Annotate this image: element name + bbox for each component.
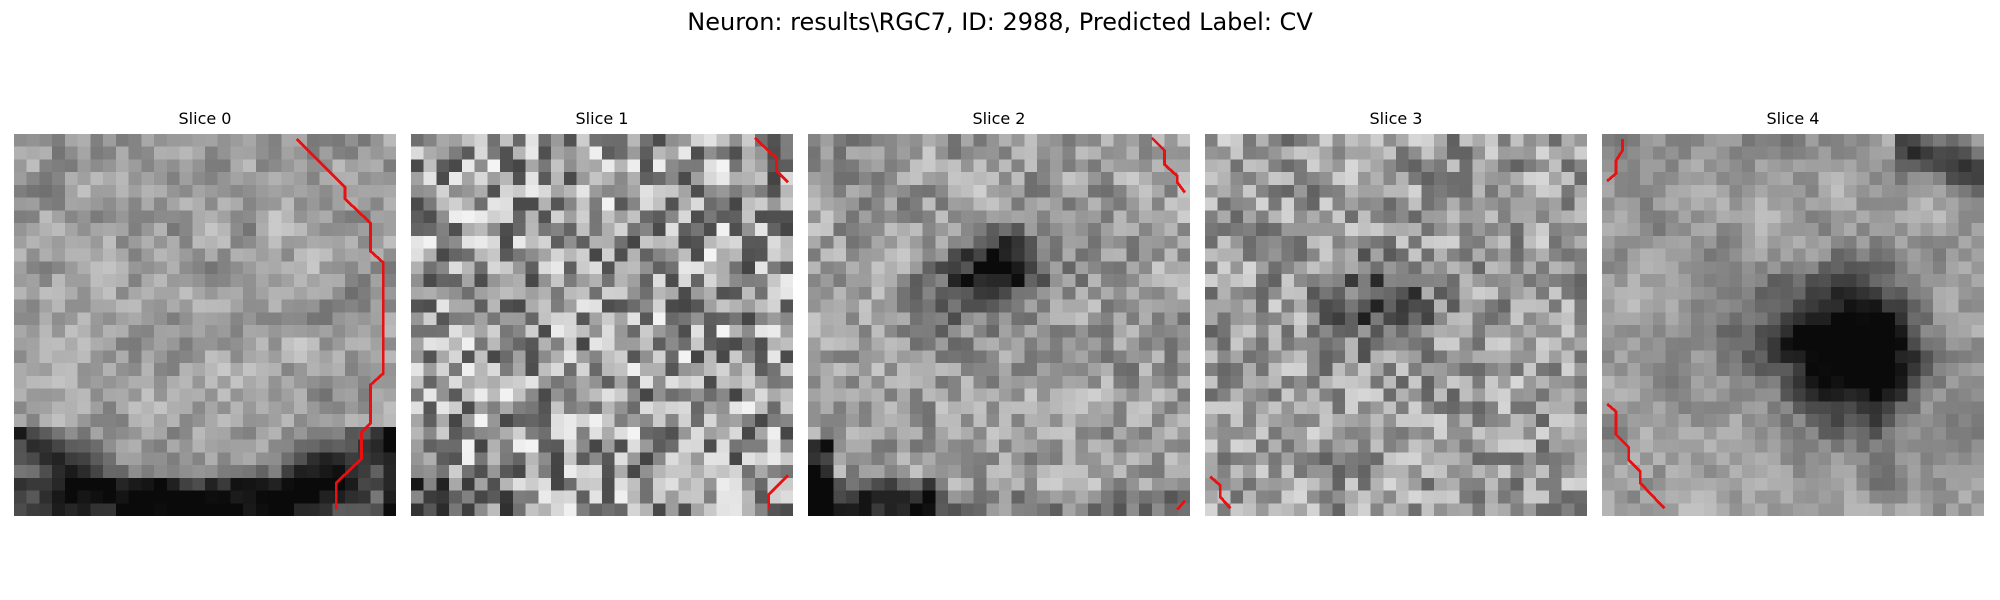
- slice-panel-3: Slice 3: [1205, 108, 1587, 518]
- slice-title: Slice 2: [972, 109, 1026, 128]
- contour-line: [1209, 475, 1232, 510]
- pixel-grid: [14, 134, 396, 516]
- slice-image: [1602, 134, 1984, 516]
- slice-title: Slice 1: [575, 109, 629, 128]
- pixel-grid: [1602, 134, 1984, 516]
- contour-line: [753, 136, 789, 184]
- contour-line: [1150, 136, 1187, 194]
- slice-image: [808, 134, 1190, 516]
- contour-line: [1606, 139, 1624, 183]
- slice-panel-4: Slice 4: [1602, 108, 1984, 518]
- contour-line: [1176, 499, 1186, 511]
- contour-line: [767, 474, 789, 510]
- contour-line: [295, 138, 385, 510]
- figure-title: Neuron: results\RGC7, ID: 2988, Predicte…: [687, 8, 1313, 36]
- slice-title: Slice 0: [178, 109, 232, 128]
- slice-panel-2: Slice 2: [808, 108, 1190, 518]
- slice-image: [1205, 134, 1587, 516]
- pixel-grid: [1205, 134, 1587, 516]
- contour-line: [1606, 402, 1666, 510]
- slice-image: [411, 134, 793, 516]
- slice-panel-1: Slice 1: [411, 108, 793, 518]
- slice-image: [14, 134, 396, 516]
- slice-panel-0: Slice 0: [14, 108, 396, 518]
- pixel-grid: [411, 134, 793, 516]
- slice-title: Slice 4: [1766, 109, 1820, 128]
- slice-title: Slice 3: [1369, 109, 1423, 128]
- pixel-grid: [808, 134, 1190, 516]
